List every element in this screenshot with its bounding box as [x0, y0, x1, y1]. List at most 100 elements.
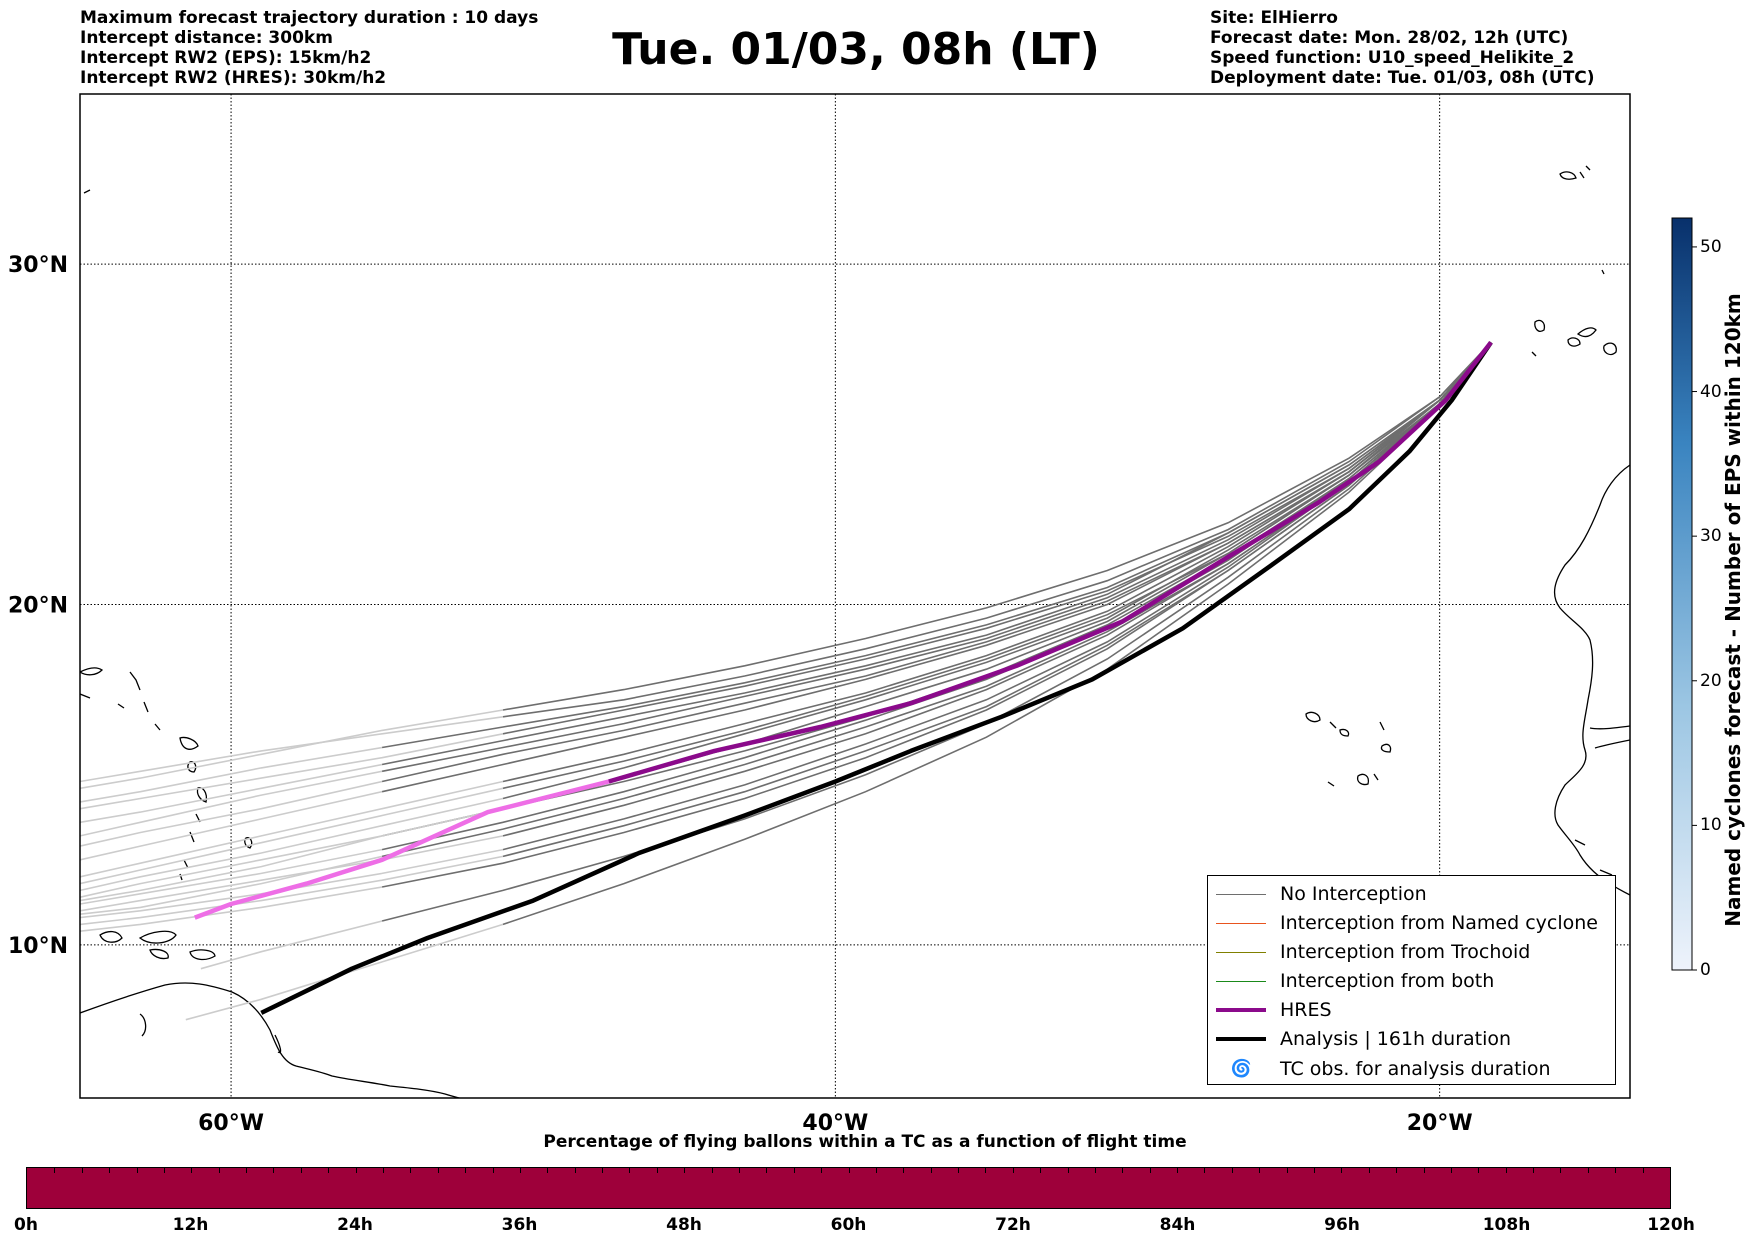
header-info-left: Maximum forecast trajectory duration : 1… [80, 8, 538, 88]
header-line: Maximum forecast trajectory duration : 1… [80, 8, 539, 28]
timebar-tick-label: 36h [501, 1215, 538, 1235]
axis-labels: 30°N 20°N 10°N 60°W 40°W 20°W [8, 253, 1473, 1136]
legend-label: No Interception [1280, 883, 1427, 905]
ensemble-trajectory [502, 341, 1492, 783]
ensemble-trajectory-early [80, 835, 504, 912]
hres-trajectory [608, 341, 1493, 784]
legend-swatch [1216, 951, 1266, 953]
ensemble-trajectory-early [80, 855, 504, 926]
lon-tick-label: 40°W [802, 1111, 868, 1136]
legend-item: Interception from Trochoid [1216, 938, 1530, 966]
legend-item: 🌀 TC obs. for analysis duration [1216, 1055, 1551, 1083]
analysis-trajectory [260, 341, 1493, 1015]
colorbar-tick-label: 50 [1700, 236, 1722, 257]
tc-symbol-icon: 🌀 [1230, 1059, 1252, 1079]
timebar-minor-tick [848, 1168, 850, 1173]
ensemble-trajectory-early [80, 716, 504, 783]
timebar-minor-tick [547, 1168, 549, 1173]
timebar-minor-tick [738, 1168, 740, 1173]
ensemble-trajectory-early [80, 787, 504, 885]
timebar-minor-tick [985, 1168, 987, 1173]
legend-item: Interception from Named cyclone [1216, 909, 1598, 937]
timebar-minor-tick [1204, 1168, 1206, 1173]
timebar-minor-tick [821, 1168, 823, 1173]
timebar-minor-tick [1040, 1168, 1042, 1173]
timebar-tick-label: 60h [830, 1215, 867, 1235]
header-line: Forecast date: Mon. 28/02, 12h (UTC) [1210, 28, 1569, 48]
timebar-minor-tick [903, 1168, 905, 1173]
ensemble-trajectory [381, 341, 1492, 922]
ensemble-trajectory [381, 341, 1492, 858]
timebar-tick-label: 108h [1482, 1215, 1531, 1235]
legend-swatch [1216, 980, 1266, 982]
ensemble-trajectory [502, 341, 1492, 790]
legend-swatch [1216, 893, 1266, 895]
timebar-minor-tick [273, 1168, 275, 1173]
ensemble-trajectory-early [80, 790, 383, 861]
timebar-tick-label: 24h [337, 1215, 373, 1235]
hres-trajectory-early [194, 779, 610, 920]
timebar-minor-tick [355, 1168, 357, 1173]
ensemble-trajectory [381, 341, 1492, 851]
timebar-minor-tick [1587, 1168, 1589, 1173]
timebar-minor-tick [1368, 1168, 1370, 1173]
timebar-minor-tick [1505, 1168, 1507, 1173]
ensemble-trajectory [381, 341, 1492, 766]
colorbar-tick-label: 0 [1700, 960, 1711, 980]
colorbar-ticks [1692, 246, 1697, 971]
timebar-tick-label: 84h [1159, 1215, 1196, 1235]
timebar-minor-tick [1341, 1168, 1343, 1173]
timebar-minor-tick [1177, 1168, 1179, 1173]
legend-label: Analysis | 161h duration [1280, 1028, 1512, 1050]
ensemble-trajectory-early [80, 763, 383, 824]
legend: No Interception Interception from Named … [1207, 875, 1616, 1085]
timebar-minor-tick [136, 1168, 138, 1173]
timebar-minor-tick [437, 1168, 439, 1173]
legend-label: Interception from both [1280, 970, 1495, 992]
map-frame [79, 93, 1631, 1099]
ensemble-trajectory-early [80, 770, 383, 837]
ensemble-trajectory-early [185, 923, 504, 1021]
cyclone-colorbar [1671, 217, 1693, 971]
ensemble-trajectory-early [80, 807, 504, 902]
timebar-minor-tick [1423, 1168, 1425, 1173]
timebar-minor-tick [382, 1168, 384, 1173]
timebar-minor-tick [81, 1168, 83, 1173]
ensemble-trajectory-early [80, 733, 504, 810]
legend-item: Analysis | 161h duration [1216, 1025, 1511, 1053]
timebar-minor-tick [300, 1168, 302, 1173]
header-line: Intercept RW2 (HRES): 30km/h2 [80, 68, 387, 88]
timebar-minor-tick [1122, 1168, 1124, 1173]
legend-swatch [1216, 1037, 1266, 1041]
timebar-minor-tick [1450, 1168, 1452, 1173]
lat-tick-label: 30°N [8, 253, 68, 278]
legend-item: Interception from both [1216, 967, 1494, 995]
timebar-minor-tick [1067, 1168, 1069, 1173]
timebar-tick-label: 120h [1647, 1215, 1695, 1235]
timebar-minor-tick [519, 1168, 521, 1173]
header-line: Site: ElHierro [1210, 8, 1338, 28]
ensemble-trajectory [381, 341, 1492, 773]
timebar-minor-tick [1231, 1168, 1233, 1173]
header-line: Intercept RW2 (EPS): 15km/h2 [80, 48, 372, 68]
legend-item: No Interception [1216, 880, 1427, 908]
timebar-minor-tick [711, 1168, 713, 1173]
timebar-tick-label: 12h [172, 1215, 209, 1235]
ensemble-trajectory-early [80, 780, 383, 847]
header-line: Intercept distance: 300km [80, 28, 333, 48]
page-title: Tue. 01/03, 08h (LT) [612, 24, 1100, 75]
legend-label: Interception from Trochoid [1280, 941, 1531, 963]
timebar-minor-tick [1396, 1168, 1398, 1173]
timebar-tick-label: 72h [995, 1215, 1031, 1235]
coastlines [80, 165, 1630, 1098]
timebar-tick-label: 96h [1324, 1215, 1360, 1235]
timebar-minor-tick [246, 1168, 248, 1173]
ensemble-trajectory [502, 341, 1492, 858]
timebar-minor-tick [930, 1168, 932, 1173]
lon-tick-label: 60°W [198, 1111, 264, 1136]
ensemble-trajectory-early [200, 920, 383, 970]
lat-tick-label: 20°N [8, 594, 68, 619]
timebar-minor-tick [1560, 1168, 1562, 1173]
timebar-minor-tick [875, 1168, 877, 1173]
